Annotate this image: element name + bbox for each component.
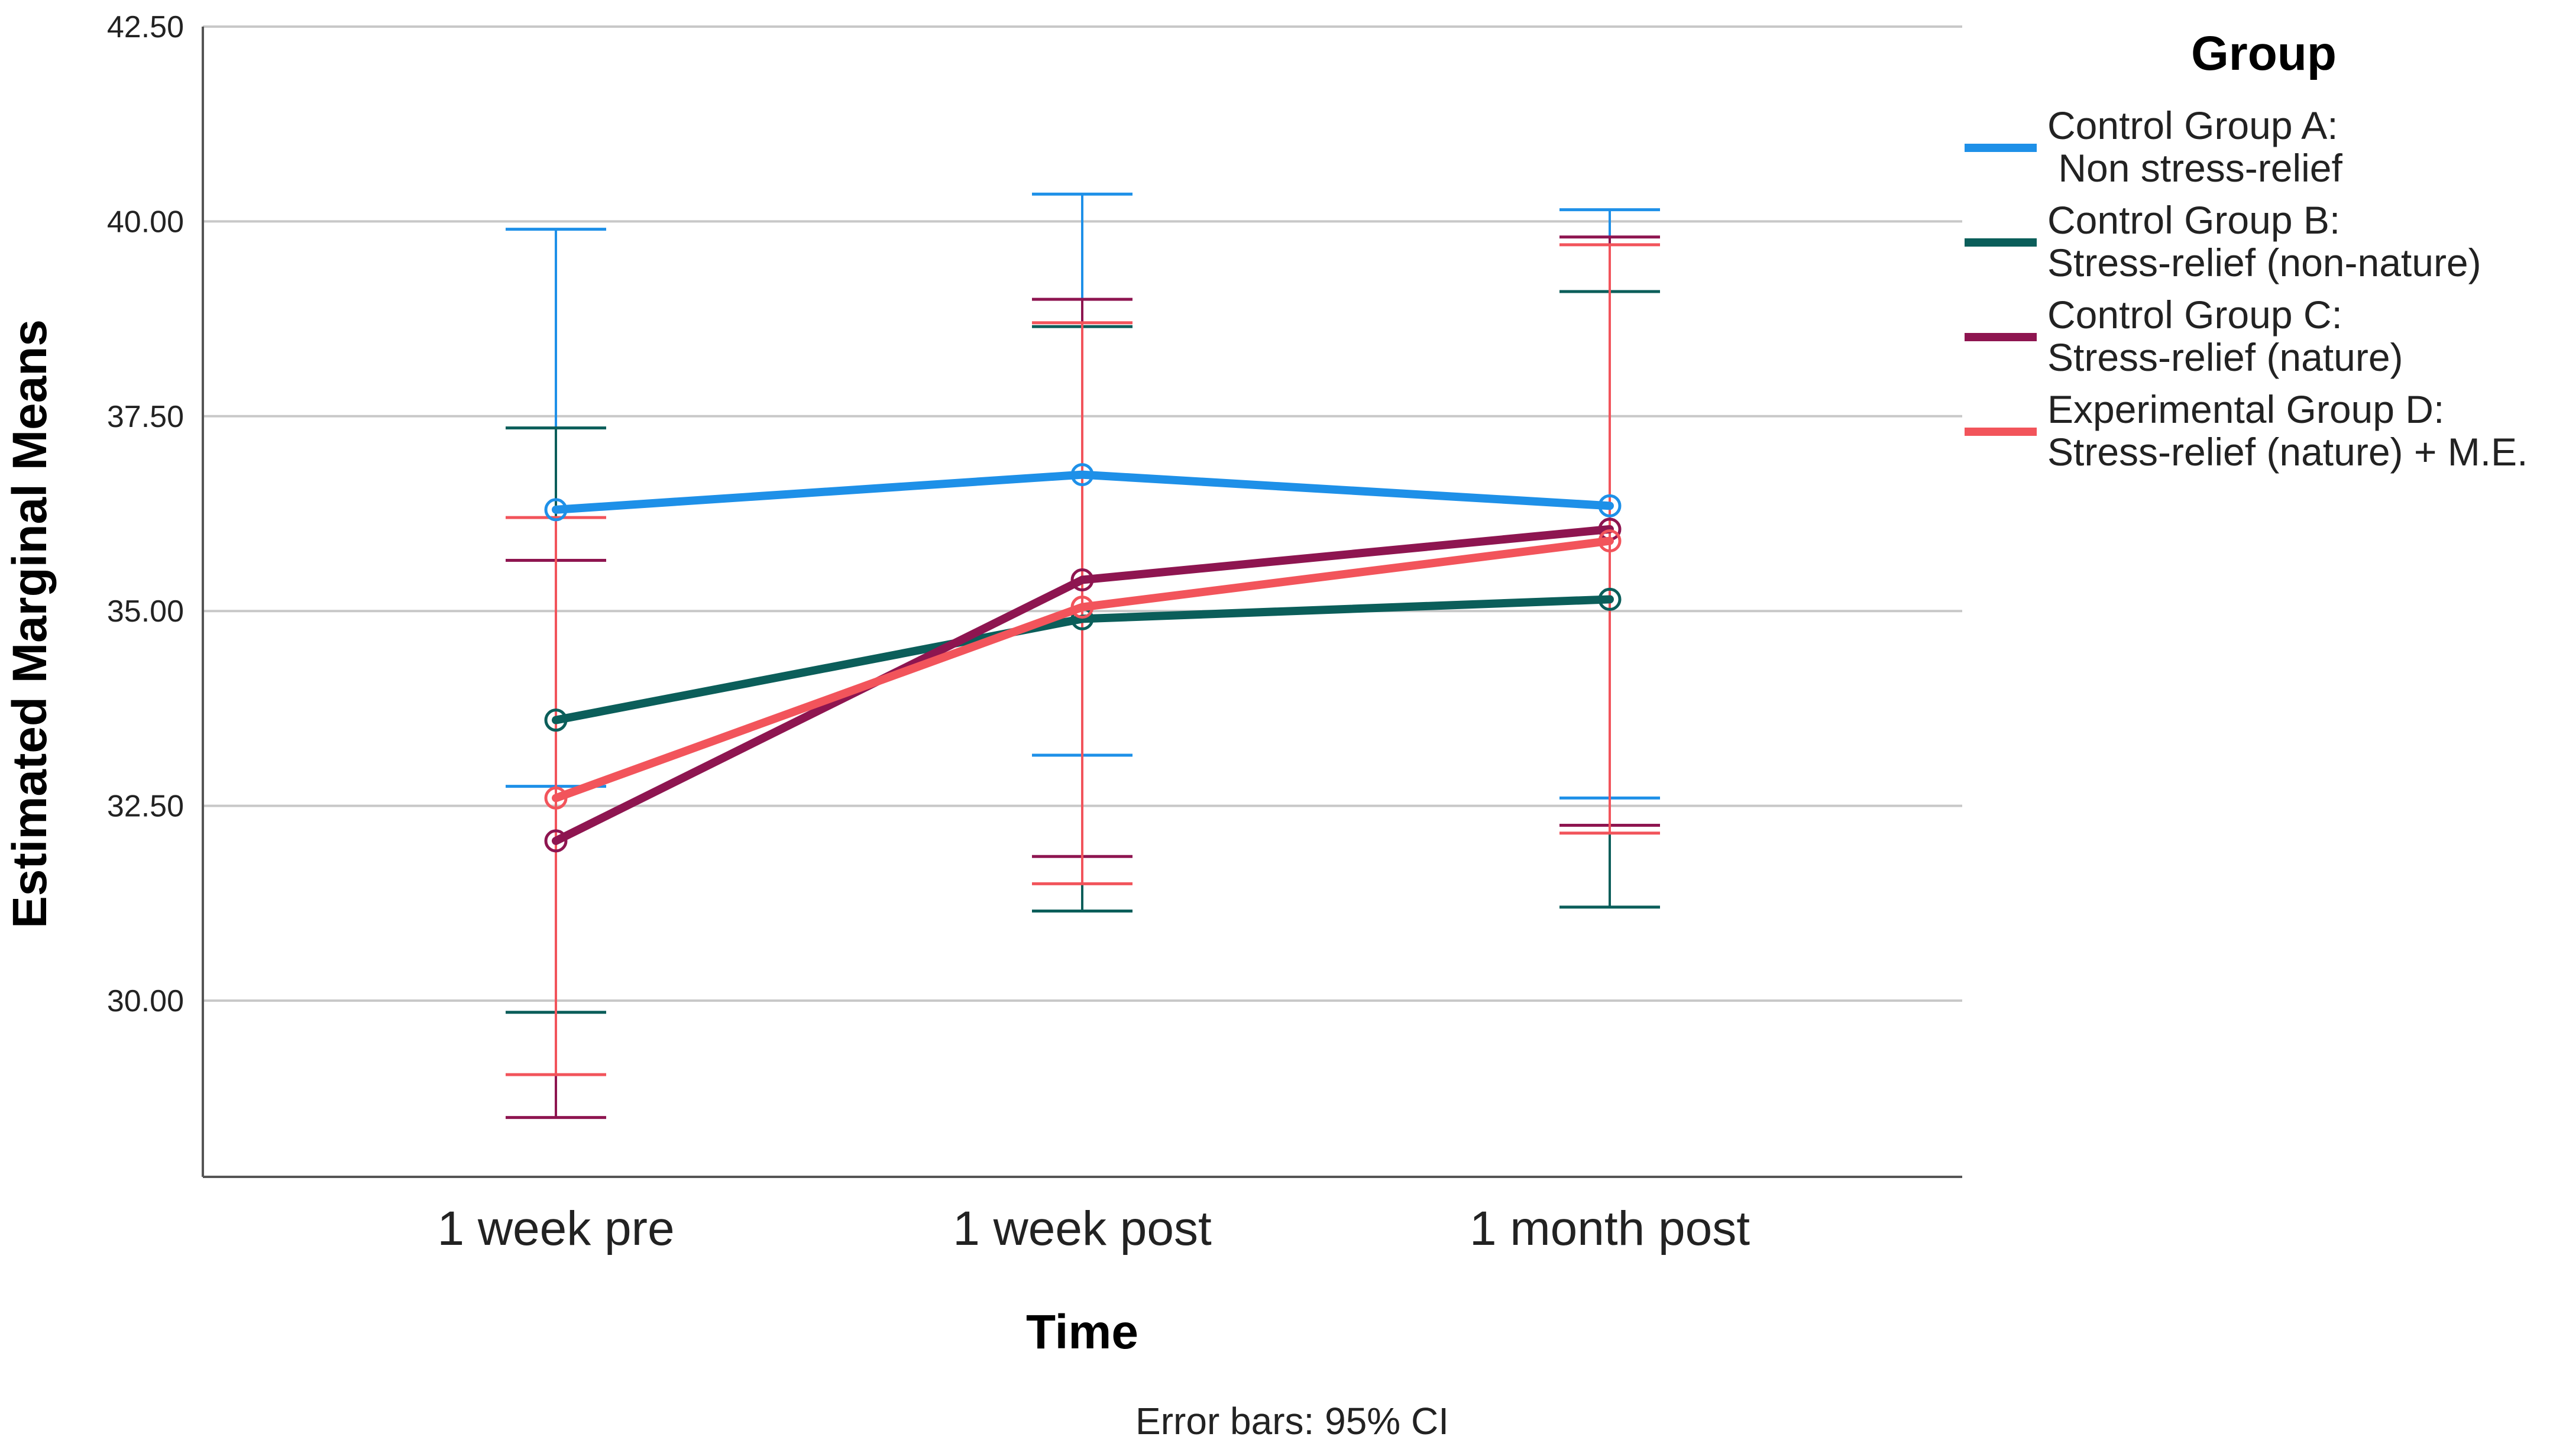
legend-item-1: Control Group A: Non stress-relief [1965, 103, 2342, 190]
x-tick-labels: 1 week pre 1 week post 1 month post [437, 1202, 1750, 1256]
data-point [544, 829, 568, 853]
y-tick-label: 42.50 [107, 10, 184, 44]
axes [202, 27, 1962, 1178]
legend-label: Experimental Group D: [2047, 387, 2444, 431]
y-tick-label: 32.50 [107, 790, 184, 824]
error-bar-note: Error bars: 95% CI [1135, 1400, 1449, 1442]
series-group [506, 192, 1660, 1119]
x-tick-label: 1 week pre [437, 1202, 674, 1256]
legend-label: Non stress-relief [2047, 146, 2342, 190]
data-point [1070, 568, 1094, 591]
error-bars-4 [506, 243, 1660, 1076]
data-point [1070, 463, 1094, 487]
x-tick-label: 1 week post [953, 1202, 1212, 1256]
x-tick-label: 1 month post [1470, 1202, 1750, 1256]
legend-label: Control Group C: [2047, 293, 2342, 337]
y-tick-labels: 30.00 32.50 35.00 37.50 40.00 42.50 [107, 10, 184, 1018]
y-tick-label: 35.00 [107, 594, 184, 629]
data-point [1598, 587, 1622, 611]
legend-label: Stress-relief (nature) + M.E. [2047, 430, 2528, 474]
legend-item-3: Control Group C:Stress-relief (nature) [1965, 293, 2403, 379]
data-point [1598, 494, 1622, 517]
series-line [552, 525, 1614, 845]
legend-item-4: Experimental Group D:Stress-relief (natu… [1965, 387, 2528, 474]
legend-label: Control Group A: [2047, 103, 2338, 147]
y-tick-label: 40.00 [107, 205, 184, 239]
y-tick-label: 37.50 [107, 400, 184, 434]
y-axis-label: Estimated Marginal Means [3, 319, 57, 928]
legend-label: Stress-relief (non-nature) [2047, 241, 2481, 284]
series-1 [544, 463, 1622, 522]
series-3 [544, 517, 1622, 853]
legend-item-2: Control Group B:Stress-relief (non-natur… [1965, 198, 2481, 284]
data-point [1598, 529, 1622, 553]
data-point [544, 786, 568, 810]
legend-label: Control Group B: [2047, 198, 2340, 242]
series-line [552, 536, 1614, 803]
series-line [552, 595, 1614, 724]
series-4 [544, 529, 1622, 810]
series-line [552, 470, 1614, 514]
data-point [544, 708, 568, 732]
legend-title: Group [2191, 27, 2337, 80]
y-tick-label: 30.00 [107, 984, 184, 1018]
legend-label: Stress-relief (nature) [2047, 335, 2403, 379]
x-axis-label: Time [1026, 1305, 1138, 1359]
legend: Control Group A: Non stress-reliefContro… [1965, 103, 2528, 474]
data-point [1070, 596, 1094, 619]
data-point [544, 498, 568, 522]
